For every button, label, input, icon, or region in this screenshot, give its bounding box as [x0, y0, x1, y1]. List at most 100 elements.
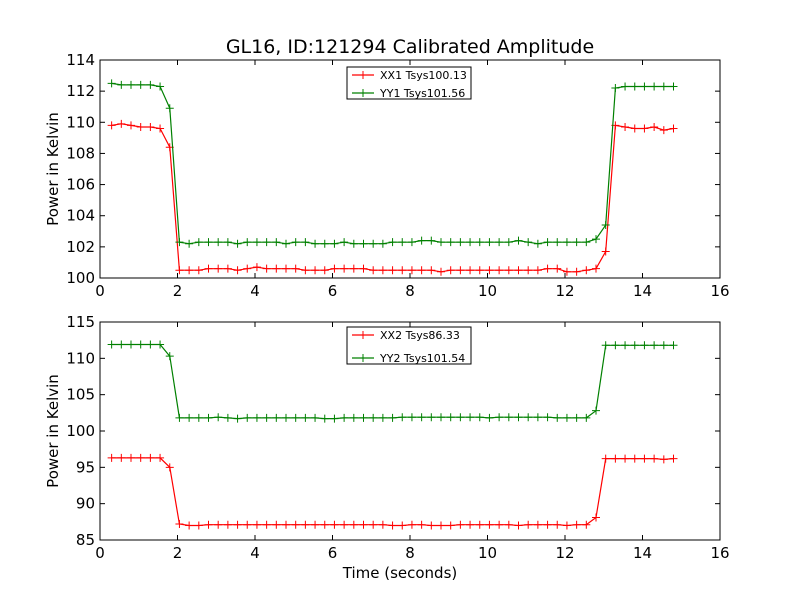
panel-1-series-1-point — [456, 266, 465, 275]
panel-1-series-1-point — [553, 264, 562, 273]
panel-1-series-2-point — [485, 238, 494, 247]
panel-1-y-tick-label: 110 — [66, 113, 95, 131]
panel-1-series-1-point — [194, 266, 203, 275]
panel-1-y-tick-label: 108 — [66, 144, 95, 162]
panel-1-series-2-point — [543, 238, 552, 247]
panel-2-series-2-point — [466, 413, 475, 422]
panel-1-legend: XX1 Tsys100.13 YY1 Tsys101.56 — [346, 66, 472, 100]
panel-1-series-2-point — [262, 238, 271, 247]
panel-2-series-2-point — [175, 413, 184, 422]
panel-1-series-1-point — [524, 266, 533, 275]
panel-2-series-2-point — [117, 340, 126, 349]
panel-1-series-2-point — [117, 80, 126, 89]
panel-1-series-2-point — [194, 238, 203, 247]
figure-title: GL16, ID:121294 Calibrated Amplitude — [226, 36, 594, 58]
panel-2-y-axis-label: Power in Kelvin — [44, 374, 62, 488]
panel-2-series-2-point — [340, 413, 349, 422]
panel-1-series-1-point — [582, 266, 591, 275]
panel-1-series-2-point — [146, 80, 155, 89]
panel-1-series-1-point — [504, 266, 513, 275]
panel-1-y-tick-label: 112 — [66, 82, 95, 100]
panel-1-series-2-point — [592, 235, 600, 244]
panel-1-series-2-point — [659, 82, 668, 91]
panel-1-series-1-point — [359, 264, 368, 273]
panel-2-series-2-point — [359, 413, 368, 422]
panel-2-series-2-point — [601, 341, 610, 350]
panel-2-series-1-point — [427, 521, 436, 530]
panel-2-series-2-point — [485, 413, 494, 422]
panel-1-series-1-point — [650, 122, 659, 131]
panel-1-series-1-point — [572, 267, 581, 276]
panel-2-series-1-point — [349, 520, 358, 529]
panel-2-series-2-point — [495, 413, 504, 422]
panel-1-series-2-point — [650, 82, 659, 91]
panel-2-series-2-point — [156, 340, 165, 349]
panel-1-legend-label: YY1 Tsys101.56 — [379, 87, 465, 100]
panel-1-series-2-point — [504, 238, 513, 247]
panel-1-series-1-point — [146, 122, 155, 131]
panel-1-series-1-point — [417, 266, 426, 275]
panel-2-series-2-point — [233, 414, 242, 423]
panel-1-series-2-point — [156, 82, 165, 91]
panel-1-y-tick-label: 114 — [66, 51, 95, 69]
panel-2-series-1-point — [640, 454, 649, 463]
panel-1-series-2-point — [456, 238, 465, 247]
panel-2-series-1-point — [262, 520, 271, 529]
panel-2-series-2-point — [611, 341, 620, 350]
panel-2-series-1-point — [495, 520, 504, 529]
panel-1-series-2-point — [514, 236, 523, 245]
panel-1-series-2-point — [630, 82, 639, 91]
panel-2-legend-marker — [359, 331, 367, 339]
panel-2-series-1-point — [301, 520, 310, 529]
panel-1-series-1-point — [282, 264, 290, 273]
panel-2-series-2-point — [592, 406, 600, 415]
panel-2-series-2-point — [330, 414, 339, 423]
panel-2-series-1-point — [446, 521, 455, 530]
panel-2-x-tick-label: 0 — [95, 544, 105, 562]
panel-2-y-tick-label: 90 — [76, 495, 95, 513]
panel-1-series-1-point — [233, 266, 242, 275]
panel-1-series-1-point — [117, 119, 126, 128]
panel-2-series-1-point — [330, 520, 339, 529]
panel-1-series-2-point — [533, 239, 542, 248]
panel-1-series-1-point — [378, 266, 387, 275]
panel-1-series-2-point — [446, 238, 455, 247]
panel-1-series-1-point — [601, 247, 610, 256]
panel-1-series-2-point — [621, 82, 630, 91]
panel-2-y-tick-label: 110 — [66, 349, 95, 367]
panel-2-series-1-point — [592, 513, 600, 522]
panel-1-x-tick-label: 16 — [710, 282, 729, 300]
panel-2-series-1-point — [533, 520, 542, 529]
panel-1-series-1-point — [592, 264, 600, 273]
panel-1-series-2-point — [417, 236, 426, 245]
panel-1-series-1-point — [388, 266, 397, 275]
panel-1-series-1-point — [185, 266, 194, 275]
panel-2-series-1-point — [204, 520, 213, 529]
panel-1-series-2-point — [136, 80, 145, 89]
panel-2-series-1-point — [146, 453, 155, 462]
panel-1-series-2-point — [243, 238, 252, 247]
panel-2-series-1-point — [485, 520, 494, 529]
panel-2-series-1-point — [136, 453, 145, 462]
panel-2-series-2-point — [272, 413, 281, 422]
panel-2-series-2-point — [398, 413, 407, 422]
panel-1-x-tick-label: 14 — [633, 282, 652, 300]
panel-1-series-2-point — [466, 238, 475, 247]
panel-1-series-1-point — [175, 266, 184, 275]
panel-1-series-2-point — [282, 239, 290, 248]
panel-1-series-1-point — [562, 267, 571, 276]
panel-1-series-1-point — [475, 266, 484, 275]
panel-1-series-1-point — [262, 264, 271, 273]
panel-1-series-1-point — [621, 122, 630, 131]
panel-2-series-1-point — [630, 454, 639, 463]
panel-2-series-1-point — [252, 520, 261, 529]
panel-1-series-1-point — [398, 266, 407, 275]
panel-2-legend-label: XX2 Tsys86.33 — [380, 329, 460, 342]
panel-2-series-2-point — [388, 413, 397, 422]
panel-2-x-tick-label: 8 — [405, 544, 415, 562]
panel-2-series-2-point — [669, 341, 678, 350]
panel-1-series-1-point — [156, 124, 165, 133]
panel-2-x-tick-label: 10 — [478, 544, 497, 562]
panel-2-series-2-point — [659, 341, 668, 350]
